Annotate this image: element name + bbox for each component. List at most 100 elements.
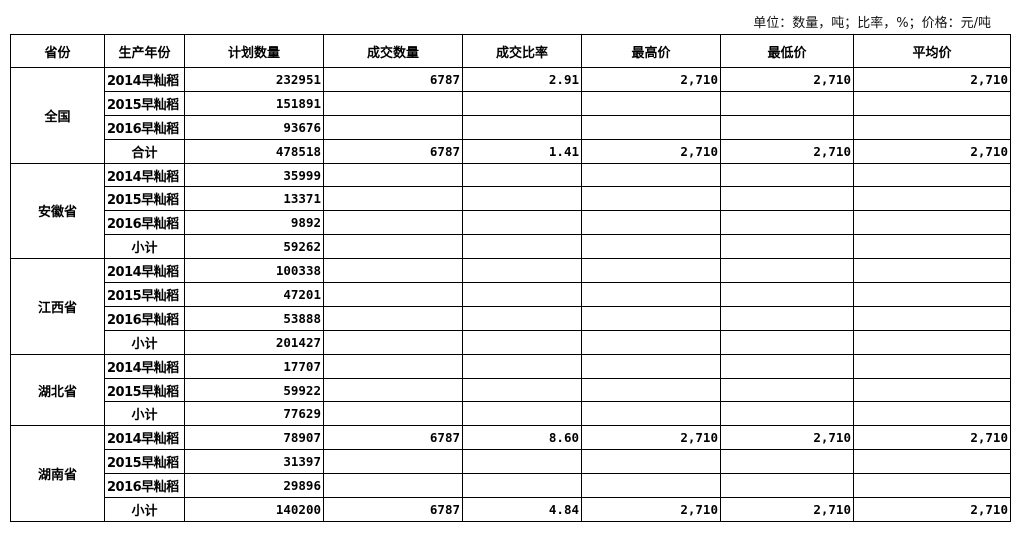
min-price-cell xyxy=(720,186,854,212)
min-price-cell xyxy=(720,258,854,284)
avg-price-cell: 2,710 xyxy=(853,67,1011,92)
table-row: 江西省 2014早籼稻 100338 xyxy=(10,258,1011,355)
year-cell: 小计 xyxy=(104,497,185,522)
avg-price-cell: 2,710 xyxy=(853,425,1011,451)
planned-qty-cell: 35999 xyxy=(184,162,324,188)
planned-qty-cell: 29896 xyxy=(184,473,324,499)
year-cell: 2014早籼稻 xyxy=(104,162,185,188)
year-cell: 2015早籼稻 xyxy=(104,90,185,116)
min-price-cell xyxy=(720,305,854,331)
table-row: 2015早籼稻 59922 xyxy=(11,377,1011,403)
table-row: 2015早籼稻 13371 xyxy=(11,186,1011,212)
min-price-cell: 2,710 xyxy=(720,497,854,522)
min-price-cell xyxy=(720,353,854,379)
year-cell: 2015早籼稻 xyxy=(104,282,185,307)
deal-rate-cell xyxy=(462,353,582,379)
deal-rate-cell xyxy=(462,234,582,260)
table-row: 2016早籼稻 9892 xyxy=(11,210,1011,236)
table-row: 小计 59262 xyxy=(11,234,1011,260)
table-row: 2015早籼稻 47201 xyxy=(11,282,1011,307)
table-row: 湖北省 2014早籼稻 17707 xyxy=(10,353,1011,427)
max-price-cell xyxy=(581,282,721,307)
planned-qty-cell: 201427 xyxy=(184,329,324,355)
deal-qty-cell xyxy=(323,305,463,331)
province-cell: 湖北省 xyxy=(10,353,105,427)
year-cell: 小计 xyxy=(104,329,185,355)
year-cell: 2014早籼稻 xyxy=(104,67,185,92)
avg-price-cell xyxy=(853,305,1011,331)
year-cell: 2016早籼稻 xyxy=(104,114,185,140)
avg-price-cell xyxy=(853,162,1011,188)
deal-qty-cell xyxy=(323,90,463,116)
deal-rate-cell xyxy=(462,90,582,116)
deal-qty-cell xyxy=(323,329,463,355)
table-row: 小计 201427 xyxy=(11,329,1011,355)
min-price-cell xyxy=(720,449,854,475)
avg-price-cell: 2,710 xyxy=(853,497,1011,522)
max-price-cell xyxy=(581,449,721,475)
avg-price-cell xyxy=(853,401,1011,427)
max-price-cell xyxy=(581,210,721,236)
avg-price-cell xyxy=(853,329,1011,355)
max-price-cell xyxy=(581,234,721,260)
deal-qty-cell xyxy=(323,114,463,140)
deal-rate-cell xyxy=(462,401,582,427)
max-price-cell xyxy=(581,90,721,116)
deal-qty-cell xyxy=(323,210,463,236)
planned-qty-cell: 13371 xyxy=(184,186,324,212)
province-cell: 安徽省 xyxy=(10,162,105,260)
deal-rate-cell: 4.84 xyxy=(462,497,582,522)
avg-price-cell xyxy=(853,353,1011,379)
planned-qty-cell: 47201 xyxy=(184,282,324,307)
max-price-cell: 2,710 xyxy=(581,497,721,522)
year-cell: 2014早籼稻 xyxy=(104,258,185,284)
max-price-cell xyxy=(581,473,721,499)
avg-price-cell xyxy=(853,210,1011,236)
planned-qty-cell: 9892 xyxy=(184,210,324,236)
year-cell: 合计 xyxy=(104,138,185,164)
planned-qty-cell: 93676 xyxy=(184,114,324,140)
table-row: 小计 77629 xyxy=(11,401,1011,427)
avg-price-cell xyxy=(853,258,1011,284)
year-cell: 小计 xyxy=(104,234,185,260)
deal-rate-cell xyxy=(462,329,582,355)
deal-rate-cell xyxy=(462,377,582,403)
min-price-cell xyxy=(720,114,854,140)
min-price-cell: 2,710 xyxy=(720,67,854,92)
planned-qty-cell: 232951 xyxy=(184,67,324,92)
table-row: 全国 2014早籼稻 232951 6787 2.91 2,710 2,710 2,710 xyxy=(10,67,1011,164)
table-row: 2016早籼稻 29896 xyxy=(11,473,1011,499)
avg-price-cell xyxy=(853,282,1011,307)
header-year: 生产年份 xyxy=(104,34,185,68)
min-price-cell: 2,710 xyxy=(720,138,854,164)
avg-price-cell xyxy=(853,90,1011,116)
min-price-cell xyxy=(720,234,854,260)
table-row: 2015早籼稻 151891 xyxy=(11,90,1011,116)
deal-rate-cell xyxy=(462,186,582,212)
deal-rate-cell: 1.41 xyxy=(462,138,582,164)
planned-qty-cell: 59922 xyxy=(184,377,324,403)
province-cell: 江西省 xyxy=(10,258,105,355)
deal-qty-cell xyxy=(323,353,463,379)
max-price-cell: 2,710 xyxy=(581,425,721,451)
min-price-cell xyxy=(720,329,854,355)
year-cell: 2016早籼稻 xyxy=(104,305,185,331)
min-price-cell xyxy=(720,377,854,403)
year-cell: 2014早籼稻 xyxy=(104,425,185,451)
planned-qty-cell: 478518 xyxy=(184,138,324,164)
table-row: 合计 478518 6787 1.41 2,710 2,710 2,710 xyxy=(11,138,1011,164)
table-row: 2015早籼稻 31397 xyxy=(11,449,1011,475)
max-price-cell xyxy=(581,114,721,140)
planned-qty-cell: 77629 xyxy=(184,401,324,427)
max-price-cell xyxy=(581,186,721,212)
max-price-cell xyxy=(581,353,721,379)
planned-qty-cell: 17707 xyxy=(184,353,324,379)
min-price-cell: 2,710 xyxy=(720,425,854,451)
deal-qty-cell xyxy=(323,162,463,188)
planned-qty-cell: 151891 xyxy=(184,90,324,116)
header-deal-rate: 成交比率 xyxy=(462,34,582,68)
header-avg-price: 平均价 xyxy=(853,34,1011,68)
deal-rate-cell xyxy=(462,162,582,188)
deal-qty-cell: 6787 xyxy=(323,67,463,92)
planned-qty-cell: 53888 xyxy=(184,305,324,331)
